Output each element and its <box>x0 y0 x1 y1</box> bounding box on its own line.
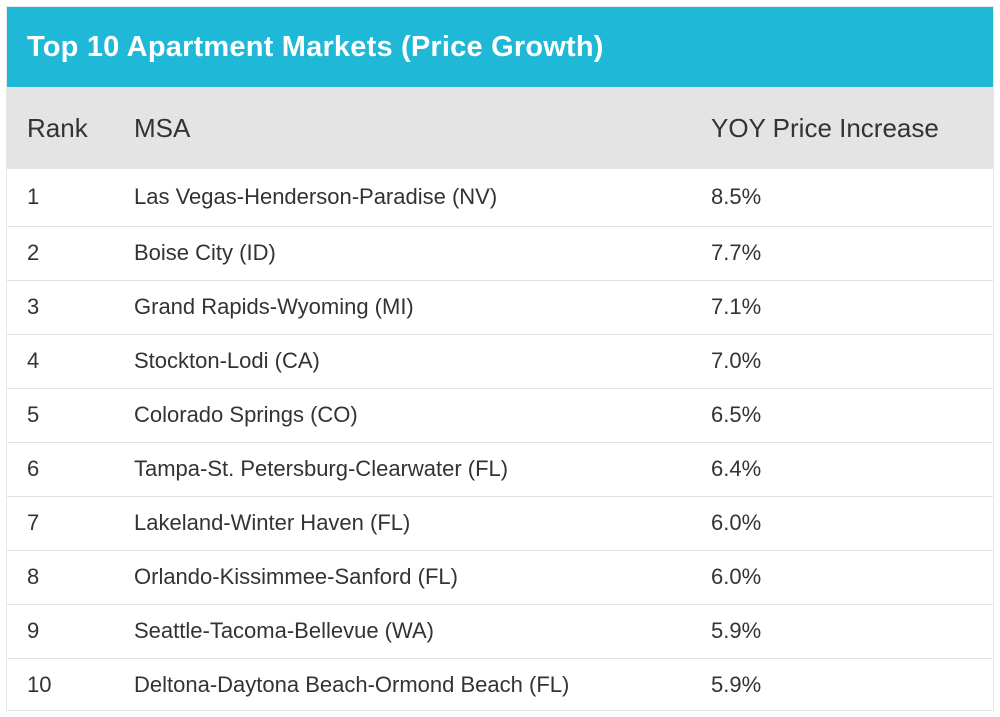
cell-yoy: 5.9% <box>711 618 762 643</box>
cell-rank: 4 <box>27 348 40 373</box>
table-row: 5 Colorado Springs (CO) 6.5% <box>7 388 993 442</box>
cell-msa: Orlando-Kissimmee-Sanford (FL) <box>134 564 458 589</box>
cell-msa: Stockton-Lodi (CA) <box>134 348 320 373</box>
cell-yoy: 7.7% <box>711 240 762 265</box>
header-rank: Rank <box>27 112 88 143</box>
cell-rank: 10 <box>27 672 52 697</box>
title-bar: Top 10 Apartment Markets (Price Growth) <box>7 7 993 87</box>
table-row: 3 Grand Rapids-Wyoming (MI) 7.1% <box>7 280 993 334</box>
table-row: 8 Orlando-Kissimmee-Sanford (FL) 6.0% <box>7 550 993 604</box>
cell-yoy: 6.0% <box>711 564 762 589</box>
cell-msa: Las Vegas-Henderson-Paradise (NV) <box>134 184 498 210</box>
table-row: 7 Lakeland-Winter Haven (FL) 6.0% <box>7 496 993 550</box>
cell-yoy: 7.1% <box>711 294 762 319</box>
cell-rank: 1 <box>27 184 40 210</box>
header-yoy: YOY Price Increase <box>711 112 939 143</box>
cell-yoy: 7.0% <box>711 348 762 373</box>
cell-yoy: 6.4% <box>711 456 762 481</box>
cell-msa: Tampa-St. Petersburg-Clearwater (FL) <box>134 456 509 481</box>
cell-msa: Boise City (ID) <box>134 240 276 265</box>
cell-rank: 6 <box>27 456 40 481</box>
table-row: 4 Stockton-Lodi (CA) 7.0% <box>7 334 993 388</box>
header-row: Rank MSA YOY Price Increase <box>7 87 993 169</box>
table-row: 10 Deltona-Daytona Beach-Ormond Beach (F… <box>7 658 993 710</box>
cell-msa: Colorado Springs (CO) <box>134 402 358 427</box>
cell-msa: Grand Rapids-Wyoming (MI) <box>134 294 414 319</box>
table-row: 2 Boise City (ID) 7.7% <box>7 226 993 280</box>
table-row: 9 Seattle-Tacoma-Bellevue (WA) 5.9% <box>7 604 993 658</box>
data-table: Rank MSA YOY Price Increase 1 Las Vegas-… <box>7 87 993 710</box>
cell-rank: 3 <box>27 294 40 319</box>
cell-rank: 7 <box>27 510 40 535</box>
table-title: Top 10 Apartment Markets (Price Growth) <box>27 30 604 63</box>
cell-rank: 8 <box>27 564 40 589</box>
table-body: 1 Las Vegas-Henderson-Paradise (NV) 8.5%… <box>7 169 993 710</box>
cell-rank: 5 <box>27 402 40 427</box>
header-msa: MSA <box>134 112 191 143</box>
cell-yoy: 5.9% <box>711 672 762 697</box>
cell-yoy: 6.5% <box>711 402 762 427</box>
cell-rank: 2 <box>27 240 40 265</box>
cell-yoy: 6.0% <box>711 510 762 535</box>
cell-rank: 9 <box>27 618 40 643</box>
table-header: Rank MSA YOY Price Increase <box>7 87 993 169</box>
cell-msa: Deltona-Daytona Beach-Ormond Beach (FL) <box>134 672 570 697</box>
cell-msa: Seattle-Tacoma-Bellevue (WA) <box>134 618 434 643</box>
cell-yoy: 8.5% <box>711 184 762 210</box>
table-row: 1 Las Vegas-Henderson-Paradise (NV) 8.5% <box>7 169 993 226</box>
table-row: 6 Tampa-St. Petersburg-Clearwater (FL) 6… <box>7 442 993 496</box>
cell-msa: Lakeland-Winter Haven (FL) <box>134 510 411 535</box>
table-card: Top 10 Apartment Markets (Price Growth) … <box>6 6 994 711</box>
